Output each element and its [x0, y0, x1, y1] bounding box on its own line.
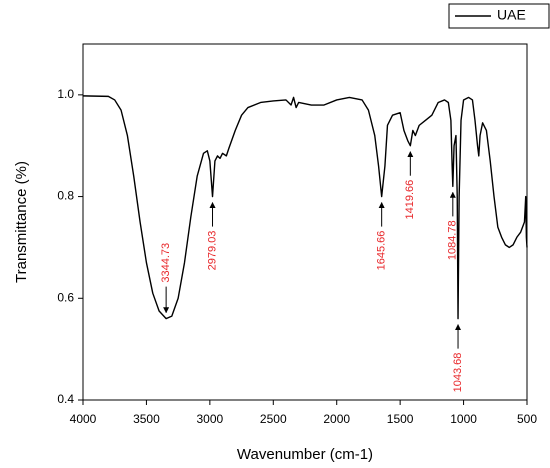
annotation-label: 3344.73 [160, 243, 172, 283]
y-tick-label: 0.8 [57, 189, 74, 203]
annotation-label: 1084.78 [447, 220, 459, 260]
x-tick-label: 4000 [70, 412, 97, 426]
annotation-label: 1043.68 [452, 353, 464, 393]
x-tick-label: 3000 [197, 412, 224, 426]
x-tick-label: 1500 [387, 412, 414, 426]
x-tick-label: 2500 [260, 412, 287, 426]
annotation-label: 1645.66 [376, 231, 388, 271]
annotation-label: 1419.66 [404, 180, 416, 220]
x-axis-label: Wavenumber (cm-1) [237, 446, 373, 463]
x-tick-label: 3500 [133, 412, 160, 426]
plot-frame [82, 43, 528, 401]
x-tick-label: 500 [517, 412, 537, 426]
x-tick-label: 1000 [450, 412, 477, 426]
y-tick-label: 0.4 [57, 392, 74, 406]
legend-box [448, 3, 550, 29]
x-tick-label: 2000 [323, 412, 350, 426]
y-axis-label: Transmittance (%) [13, 161, 30, 283]
spectrum-line [82, 95, 528, 320]
legend-label: UAE [497, 7, 526, 23]
y-tick-label: 0.6 [57, 290, 74, 304]
y-tick-label: 1.0 [57, 87, 74, 101]
annotation-label: 2979.03 [206, 231, 218, 271]
